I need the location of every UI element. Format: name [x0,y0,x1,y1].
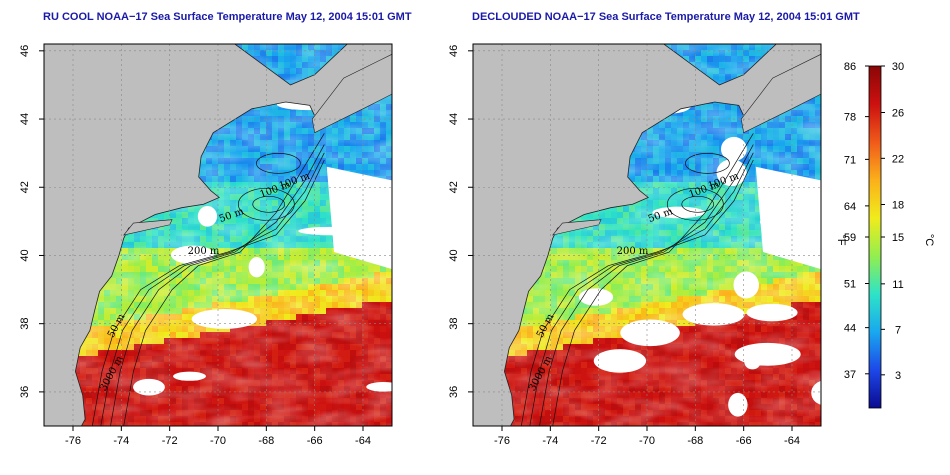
lon-tick-label: -68 [687,435,703,447]
lat-tick-label: 40 [19,249,31,261]
nova-scotia [740,53,821,134]
lon-tick-label: -66 [736,435,752,447]
lon-tick-label: -68 [258,435,274,447]
temperature-colorbar: 86 78 71 64 59 51 44 37 30 26 22 18 15 11 7 3 °F °C [835,61,935,409]
graticule [473,44,821,426]
lat-tick-label: 44 [448,113,460,125]
fahrenheit-tick-label: 71 [844,154,856,166]
land-mass [473,44,821,426]
fahrenheit-axis-label: °F [835,234,847,245]
lat-tick-label: 44 [19,113,31,125]
panel-title-ru-cool: RU COOL NOAA−17 Sea Surface Temperature … [43,11,412,23]
celsius-tick-label: 18 [892,200,904,212]
lat-tick-label: 46 [448,45,460,57]
celsius-tick-label: 30 [892,61,904,73]
fahrenheit-tick-label: 59 [844,232,856,244]
lon-tick-label: -64 [784,435,800,447]
celsius-tick-label: 26 [892,108,904,120]
lat-tick-label: 38 [448,318,460,330]
panel-title-declouded: DECLOUDED NOAA−17 Sea Surface Temperatur… [472,11,860,23]
lat-tick-label: 36 [19,386,31,398]
fahrenheit-tick-label: 78 [844,112,856,124]
lon-tick-label: -74 [113,435,129,447]
celsius-tick-label: 22 [892,153,904,165]
fahrenheit-tick-label: 51 [844,279,856,291]
graticule [44,44,392,426]
lat-tick-label: 40 [448,249,460,261]
colorbar-gradient [868,65,882,409]
fahrenheit-tick-label: 86 [844,61,856,73]
long-island [122,219,173,236]
cloud-patches [577,95,821,417]
lat-tick-label: 42 [19,181,31,193]
lon-tick-label: -72 [591,435,607,447]
lon-tick-label: -74 [542,435,558,447]
lon-tick-label: -66 [307,435,323,447]
lat-tick-label: 38 [19,318,31,330]
fahrenheit-tick-label: 37 [844,369,856,381]
celsius-tick-label: 3 [895,370,901,382]
lon-tick-label: -76 [494,435,510,447]
celsius-axis-label: °C [923,234,935,246]
fahrenheit-tick-label: 44 [844,323,856,335]
contour-label: 200 m [617,246,649,257]
celsius-tick-label: 11 [892,279,903,291]
nova-scotia [311,53,392,134]
lon-tick-label: -70 [210,435,226,447]
lat-tick-label: 46 [19,45,31,57]
contour-label: 200 m [188,246,220,257]
celsius-tick-label: 15 [892,232,904,244]
lon-tick-label: -72 [162,435,178,447]
lon-tick-label: -70 [639,435,655,447]
lon-tick-label: -76 [65,435,81,447]
lat-tick-label: 42 [448,181,460,193]
lon-tick-label: -64 [355,435,371,447]
lat-tick-label: 36 [448,386,460,398]
land-mass [44,44,392,426]
long-island [551,219,602,236]
celsius-tick-label: 7 [895,324,901,336]
fahrenheit-tick-label: 64 [844,201,856,213]
